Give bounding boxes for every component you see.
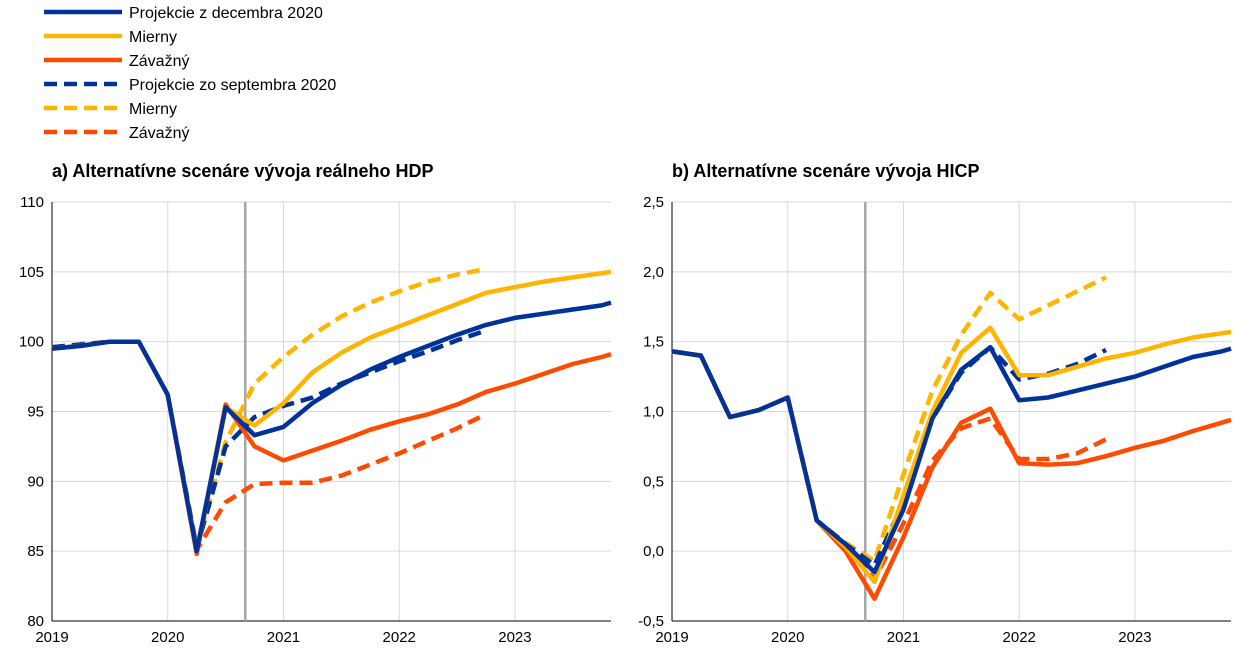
- legend-label: Závažný: [129, 53, 189, 70]
- y-tick-label: 100: [19, 334, 44, 351]
- y-tick-label: 2,0: [643, 264, 664, 281]
- x-tick-label: 2020: [771, 629, 804, 646]
- x-tick-label: 2020: [151, 629, 184, 646]
- series-line-2: [51, 339, 612, 557]
- y-tick-label: 105: [19, 264, 44, 281]
- y-tick-label: 80: [27, 613, 44, 630]
- legend-label: Závažný: [129, 125, 189, 142]
- y-tick-label: 85: [27, 543, 44, 560]
- legend-label: Projekcie z decembra 2020: [129, 5, 323, 22]
- x-tick-label: 2023: [1118, 629, 1151, 646]
- y-tick-label: 1,5: [643, 334, 664, 351]
- chart-title: b) Alternatívne scenáre vývoja HICP: [672, 161, 979, 181]
- chart-title: a) Alternatívne scenáre vývoja reálneho …: [52, 161, 434, 181]
- x-tick-label: 2021: [887, 629, 920, 646]
- y-tick-label: 1,0: [643, 404, 664, 421]
- series-line-0: [51, 300, 612, 554]
- legend-label: Projekcie zo septembra 2020: [129, 77, 336, 94]
- x-tick-label: 2022: [1003, 629, 1036, 646]
- y-tick-label: 0,5: [643, 473, 664, 490]
- series-line-4: [51, 266, 487, 550]
- legend-label: Mierny: [129, 101, 177, 118]
- x-tick-label: 2019: [35, 629, 68, 646]
- y-tick-label: 90: [27, 473, 44, 490]
- legend-label: Mierny: [129, 29, 177, 46]
- y-tick-label: 110: [20, 194, 44, 211]
- series-line-5: [51, 339, 487, 553]
- x-tick-label: 2023: [498, 629, 531, 646]
- x-tick-label: 2022: [383, 629, 416, 646]
- legend: Projekcie z decembra 2020 Mierny Závažný Pr…: [44, 5, 336, 142]
- panel-hicp: b) Alternatívne scenáre vývoja HICP -0,5 0…: [638, 161, 1232, 646]
- series-line-0: [671, 345, 1232, 575]
- panel-gdp: a) Alternatívne scenáre vývoja reálneho …: [19, 161, 612, 646]
- series-line-4: [671, 275, 1107, 564]
- x-tick-label: 2021: [267, 629, 300, 646]
- y-tick-label: 2,5: [643, 194, 664, 211]
- y-tick-label: -0,5: [638, 613, 664, 630]
- y-tick-label: 95: [27, 404, 44, 421]
- series-line-1: [671, 325, 1232, 585]
- y-tick-label: 0,0: [643, 543, 664, 560]
- x-tick-label: 2019: [655, 629, 688, 646]
- series-line-3: [51, 328, 487, 551]
